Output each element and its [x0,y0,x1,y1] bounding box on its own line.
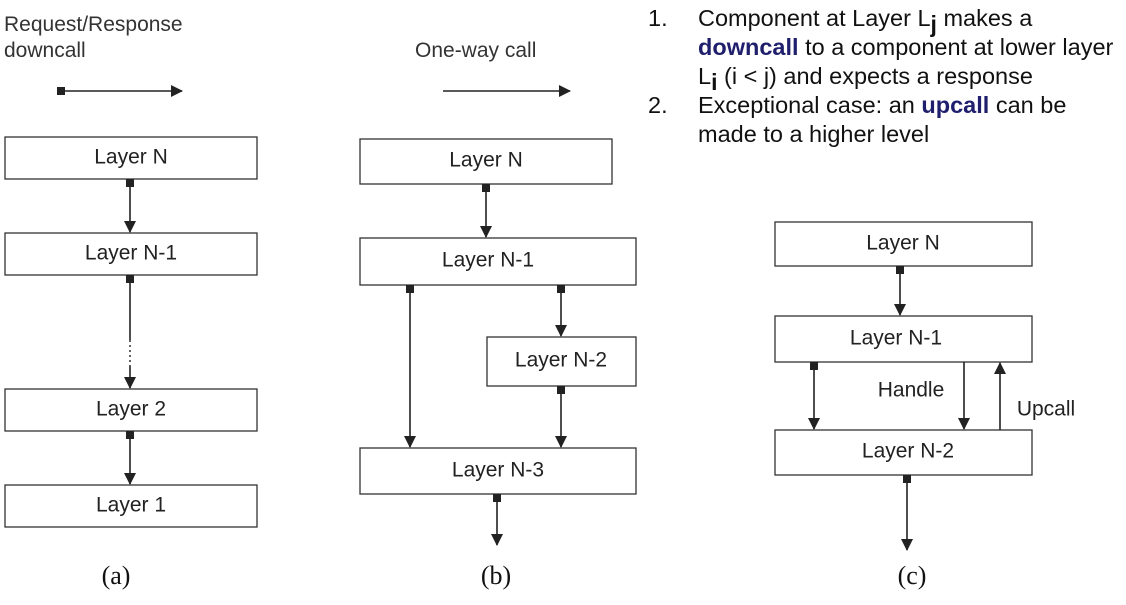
upcall-label: Upcall [1017,398,1075,421]
panel-b: One-way call Layer N Layer N-1 Layer N-2… [359,39,637,590]
note-text: makes a [936,5,1033,31]
note-number: 2. [648,92,668,118]
note-text: Exceptional case: an [698,92,922,118]
note-number: 1. [648,5,668,31]
one-way-arrow-b1 [480,184,492,238]
layer-box-c1: Layer N [774,221,1033,267]
downcall-arrow-c3 [901,475,913,551]
layer-label: Layer N-3 [452,459,544,482]
layer-box-a4: Layer 1 [4,484,258,528]
downcall-arrow-a2 [124,275,136,389]
one-way-arrow-b2 [404,285,416,448]
layer-label: Layer N [449,149,523,172]
layer-box-b2: Layer N-1 [359,237,637,286]
downcall-arrow-c2 [808,362,820,430]
note-text: to a component at lower layer L [698,34,1114,89]
layer-label: Layer N [94,146,168,169]
keyword-downcall: downcall [698,34,799,60]
downcall-arrow-a1 [124,179,136,233]
explanation-list: 1. Component at Layer Lj makes a downcall… [648,4,1126,149]
one-way-arrow-b4 [555,386,567,448]
downcall-arrow-c1 [894,266,906,316]
layer-box-b1: Layer N [359,138,613,185]
one-way-arrow-b3 [555,285,567,337]
layer-label: Layer 1 [96,494,166,517]
one-way-arrow-b5 [491,494,503,546]
panel-a-caption: (a) [102,561,131,590]
legend-request-response-arrow [57,85,183,97]
handle-label: Handle [878,379,945,402]
layer-label: Layer N-2 [515,349,607,372]
layer-box-c3: Layer N-2 [774,429,1033,476]
layer-box-a2: Layer N-1 [4,232,258,276]
layer-box-c2: Layer N-1 [774,315,1033,363]
panel-b-header: One-way call [415,39,536,62]
layer-label: Layer N-1 [442,249,534,272]
panel-a-header-line1: Request/Response [4,13,183,36]
note-text: can be made to a higher level [698,92,1067,147]
layer-label: Layer N-1 [85,242,177,265]
layer-label: Layer N [866,232,940,255]
note-item-2: 2. Exceptional case: an upcall can be mad… [648,91,1126,149]
note-text: Component at Layer L [698,5,931,31]
layer-box-b3: Layer N-2 [486,336,637,387]
layer-label: Layer N-2 [862,440,954,463]
panel-a-header-line2: downcall [4,39,86,62]
panel-a: Request/Response downcall Layer N Layer … [4,13,258,590]
keyword-upcall: upcall [921,92,990,118]
subscript-i: i [711,69,718,95]
downcall-arrow-a3 [124,431,136,485]
layer-box-a3: Layer 2 [4,388,258,432]
note-item-1: 1. Component at Layer Lj makes a downcall… [648,4,1126,94]
subscript-j: j [930,11,937,37]
note-text: (i < j) and expects a response [717,63,1033,89]
panel-c: Layer N Layer N-1 Layer N-2 Handle [774,221,1075,590]
layer-box-a1: Layer N [4,136,258,180]
layer-label: Layer N-1 [850,327,942,350]
layer-box-b4: Layer N-3 [359,447,637,495]
panel-b-caption: (b) [481,561,511,590]
panel-c-caption: (c) [898,561,927,590]
layer-label: Layer 2 [96,398,166,421]
